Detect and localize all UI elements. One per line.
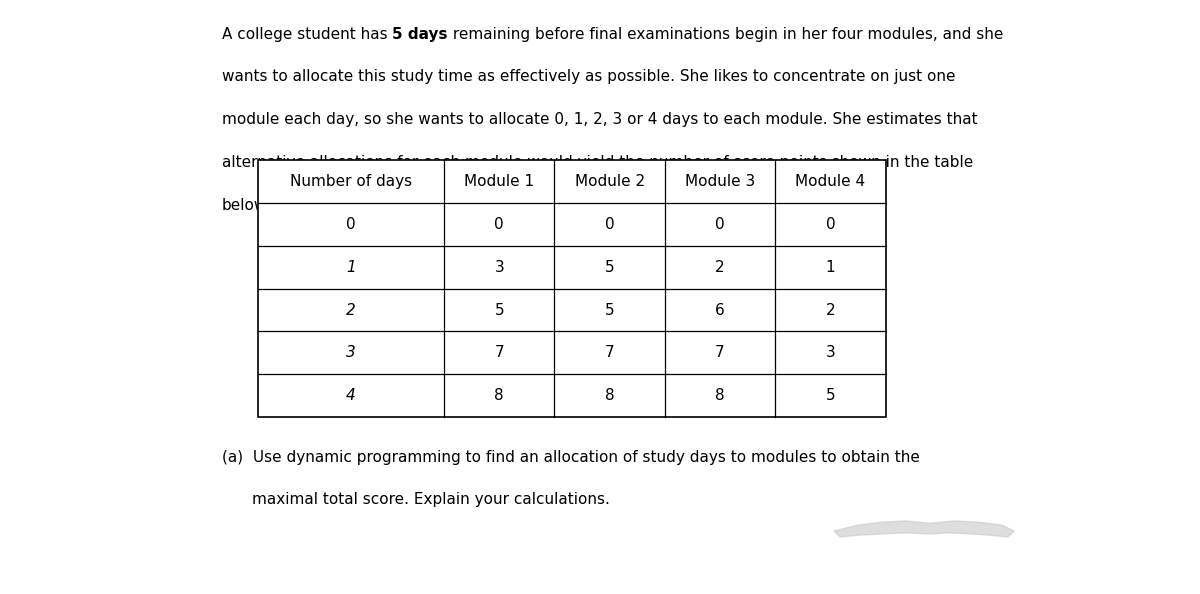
Text: below.: below. [222,198,271,213]
Text: Module 3: Module 3 [685,174,755,189]
Text: wants to allocate this study time as effectively as possible. She likes to conce: wants to allocate this study time as eff… [222,69,955,84]
Text: 5: 5 [826,388,835,403]
Text: 8: 8 [605,388,614,403]
Text: A college student has: A college student has [222,27,392,42]
Text: 6: 6 [715,302,725,318]
Text: 5: 5 [605,260,614,275]
Text: 5: 5 [605,302,614,318]
Text: remaining before final examinations begin in her four modules, and she: remaining before final examinations begi… [448,27,1003,42]
Text: 3: 3 [826,345,835,361]
Text: 1: 1 [826,260,835,275]
Text: module each day, so she wants to allocate 0, 1, 2, 3 or 4 days to each module. S: module each day, so she wants to allocat… [222,112,978,127]
Text: 0: 0 [715,217,725,232]
Bar [258,160,886,417]
Text: (a)  Use dynamic programming to find an allocation of study days to modules to o: (a) Use dynamic programming to find an a… [222,450,920,465]
Text: 0: 0 [346,217,356,232]
Text: alternative allocations for each module would yield the number of score points s: alternative allocations for each module … [222,155,973,170]
Text: 8: 8 [715,388,725,403]
Text: 1: 1 [346,260,356,275]
Text: 7: 7 [494,345,504,361]
Text: maximal total score. Explain your calculations.: maximal total score. Explain your calcul… [252,492,610,507]
Text: Number of days: Number of days [290,174,412,189]
Text: 3: 3 [346,345,356,361]
Text: Module 4: Module 4 [796,174,865,189]
Text: 5: 5 [494,302,504,318]
Text: 8: 8 [494,388,504,403]
Text: 7: 7 [715,345,725,361]
Text: 2: 2 [715,260,725,275]
Text: Module 1: Module 1 [464,174,534,189]
Text: 5 days: 5 days [392,27,448,42]
Text: Module 2: Module 2 [575,174,644,189]
Text: 4: 4 [346,388,356,403]
Text: 0: 0 [494,217,504,232]
Text: 0: 0 [605,217,614,232]
Text: 2: 2 [346,302,356,318]
Text: 3: 3 [494,260,504,275]
Text: 7: 7 [605,345,614,361]
Text: 2: 2 [826,302,835,318]
Polygon shape [834,521,1014,537]
Text: 0: 0 [826,217,835,232]
